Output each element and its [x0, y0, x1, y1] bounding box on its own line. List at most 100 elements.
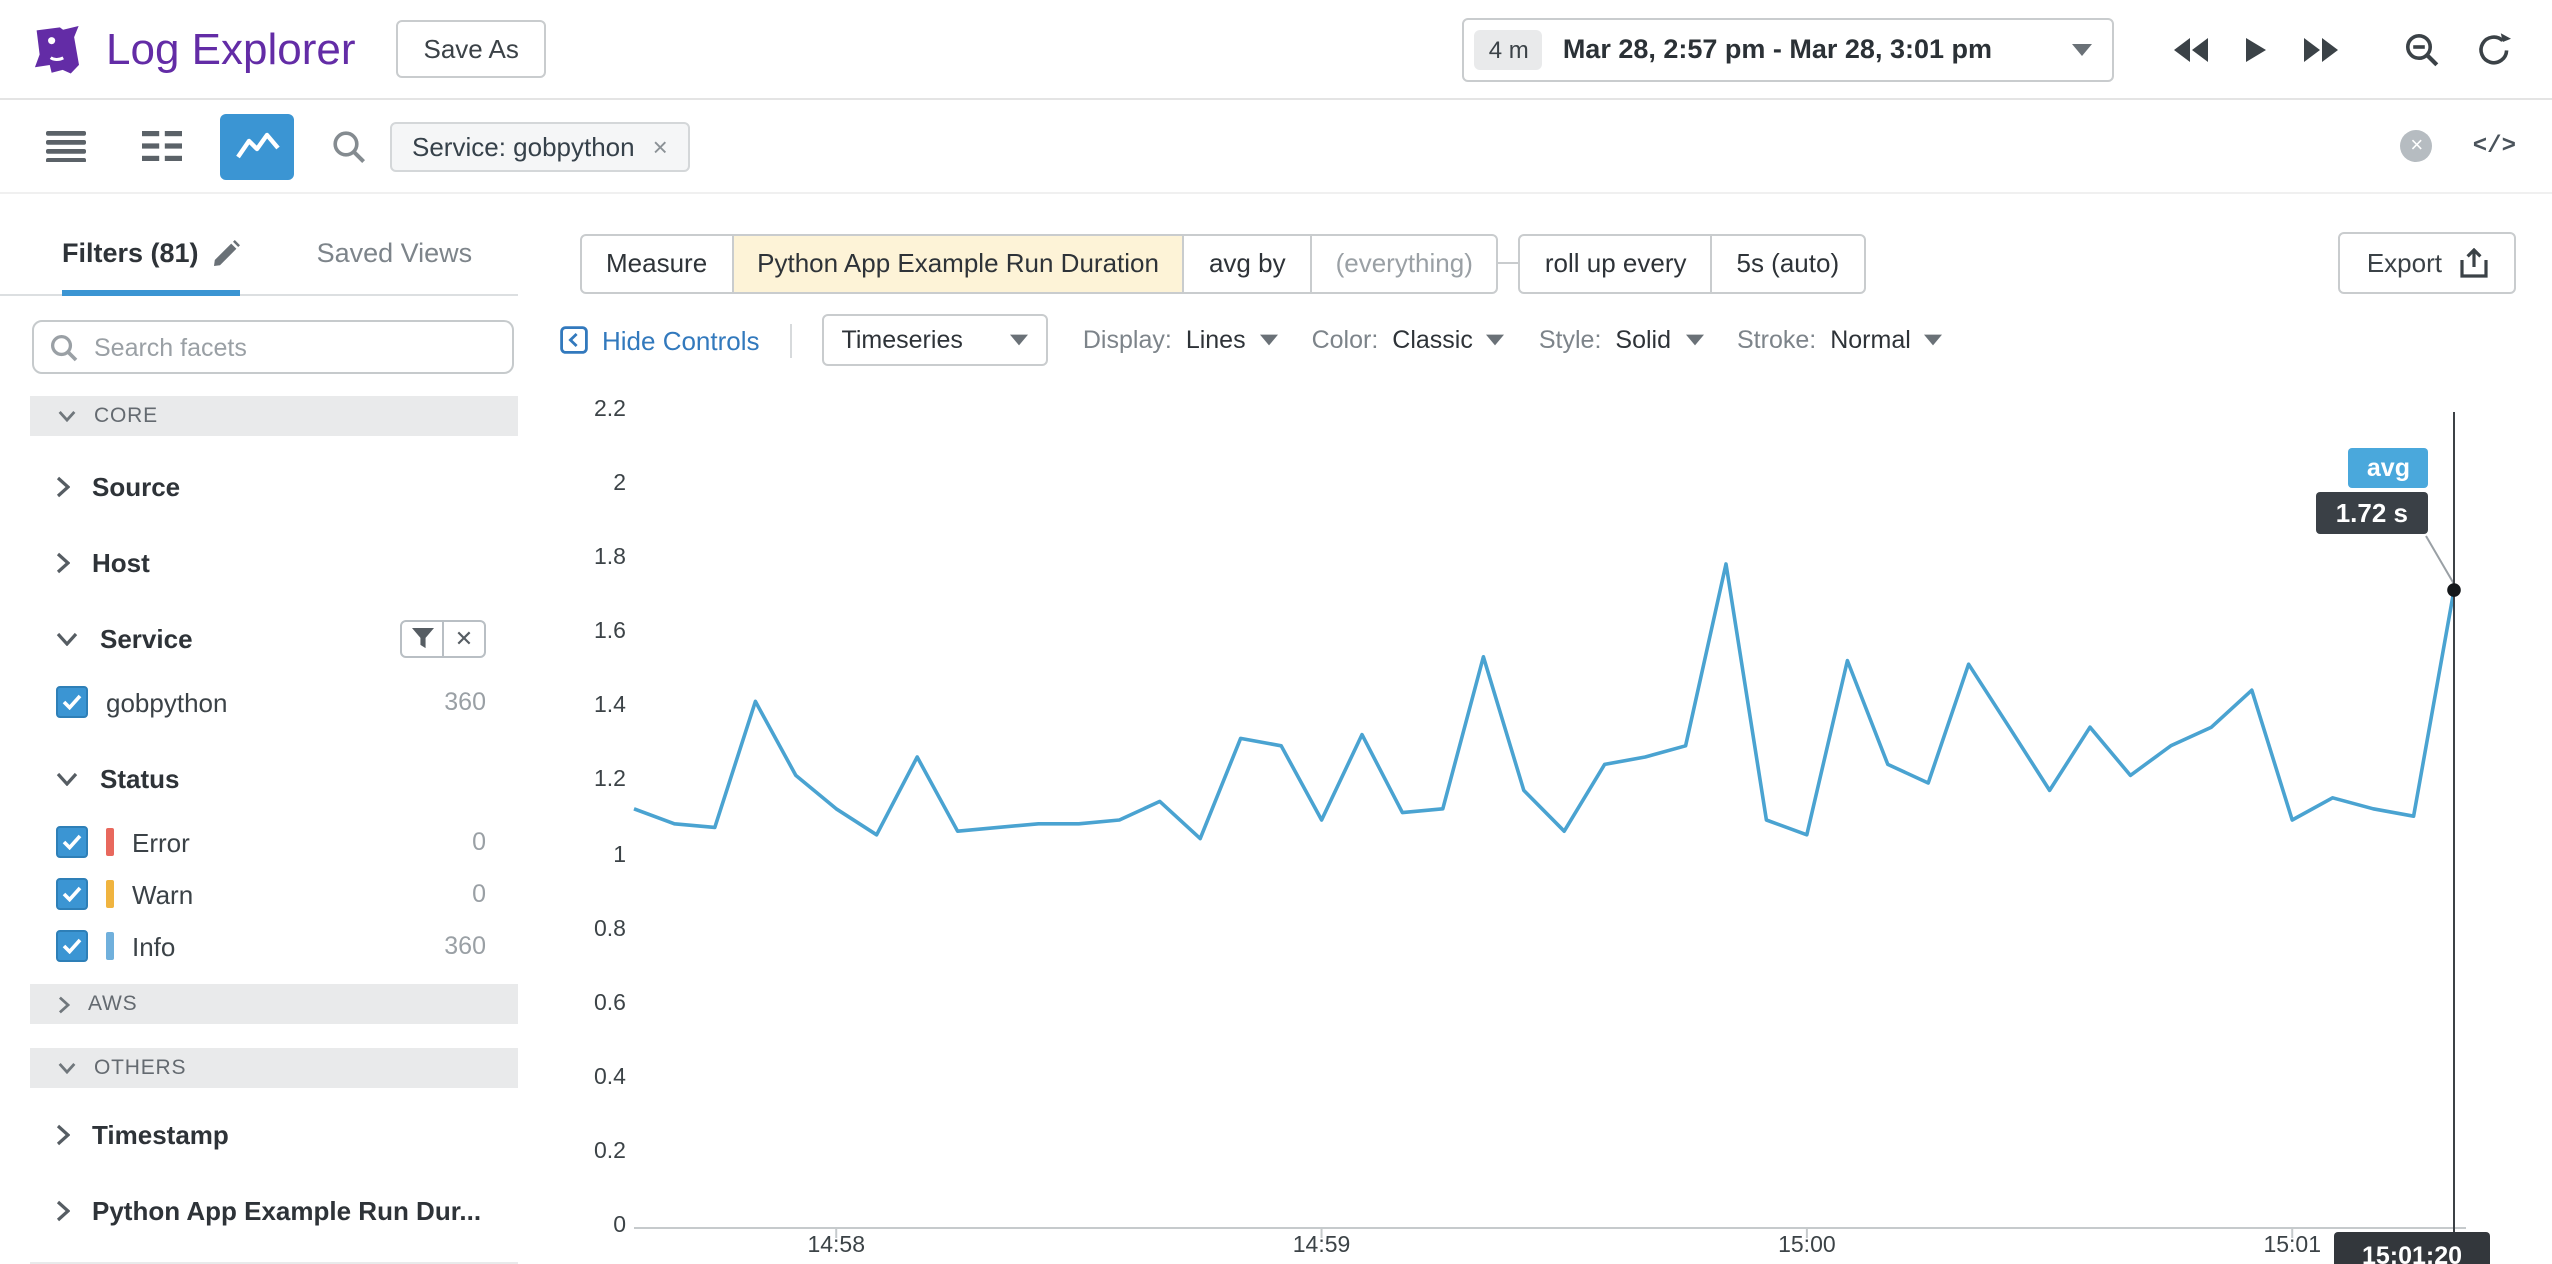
pill-connector: [1498, 262, 1519, 264]
check-icon: [62, 834, 82, 850]
display-select[interactable]: Lines: [1186, 326, 1278, 354]
code-view-button[interactable]: </>: [2469, 128, 2520, 164]
skip-back-button[interactable]: [2168, 31, 2214, 67]
rollup-value[interactable]: 5s (auto): [1710, 233, 1866, 293]
facet-value-info[interactable]: Info 360: [0, 920, 518, 972]
zoom-out-button[interactable]: [2400, 27, 2444, 71]
checkbox-checked[interactable]: [56, 686, 88, 718]
tab-filters[interactable]: Filters (81): [62, 238, 241, 296]
checkbox-checked[interactable]: [56, 878, 88, 910]
hide-controls-button[interactable]: Hide Controls: [560, 325, 760, 355]
check-icon: [62, 886, 82, 902]
aggregation-selector[interactable]: avg by: [1182, 233, 1312, 293]
patterns-view-icon: [141, 131, 181, 161]
skip-forward-button[interactable]: [2298, 31, 2344, 67]
query-builder: Measure Python App Example Run Duration …: [580, 232, 2516, 294]
list-view-icon: [45, 131, 85, 162]
service-facet-actions: ✕: [400, 619, 486, 657]
header: Log Explorer Save As 4 m Mar 28, 2:57 pm…: [0, 0, 2552, 100]
check-icon: [62, 938, 82, 954]
facet-value-count: 360: [444, 932, 486, 960]
play-button[interactable]: [2240, 31, 2272, 67]
section-aws[interactable]: AWS: [30, 984, 518, 1024]
group-by-selector[interactable]: (everything): [1309, 233, 1499, 293]
service-filter-button[interactable]: [400, 619, 444, 657]
time-range-picker[interactable]: 4 m Mar 28, 2:57 pm - Mar 28, 3:01 pm: [1462, 17, 2114, 81]
x-axis-label: 15:01: [2263, 1234, 2321, 1258]
chevron-down-icon: [2072, 43, 2092, 55]
section-partial[interactable]: [30, 1262, 518, 1264]
facet-source[interactable]: Source: [0, 448, 518, 524]
section-others[interactable]: OTHERS: [30, 1048, 518, 1088]
export-label: Export: [2366, 248, 2442, 278]
search-facets-input[interactable]: [32, 320, 514, 374]
datadog-logo-icon: [28, 19, 88, 79]
refresh-button[interactable]: [2472, 27, 2516, 71]
section-core[interactable]: CORE: [30, 396, 518, 436]
style-value: Solid: [1615, 326, 1671, 354]
facet-value-label: Error: [132, 827, 190, 857]
save-as-button[interactable]: Save As: [395, 20, 547, 78]
facet-timestamp-label: Timestamp: [92, 1119, 229, 1149]
chevron-right-icon: [56, 1199, 70, 1221]
section-others-label: OTHERS: [94, 1056, 187, 1080]
graph-controls: Hide Controls Timeseries Display: Lines …: [560, 314, 2552, 366]
section-aws-label: AWS: [88, 992, 138, 1016]
funnel-icon: [411, 627, 433, 648]
facet-service[interactable]: Service ✕: [0, 600, 518, 676]
x-axis-label: 14:59: [1292, 1234, 1351, 1258]
chevron-down-icon: [1486, 334, 1505, 346]
x-axis-label: 15:00: [1778, 1234, 1836, 1258]
stroke-select[interactable]: Normal: [1830, 326, 1943, 354]
style-select[interactable]: Solid: [1615, 326, 1703, 354]
sidebar-tabs: Filters (81) Saved Views: [0, 194, 518, 296]
facet-value-label: gobpython: [106, 687, 228, 717]
facet-value-error[interactable]: Error 0: [0, 816, 518, 868]
checkbox-checked[interactable]: [56, 826, 88, 858]
y-axis-label: 0: [613, 1214, 626, 1238]
facet-value-warn[interactable]: Warn 0: [0, 868, 518, 920]
measure-value[interactable]: Python App Example Run Duration: [731, 233, 1185, 293]
chip-remove-icon[interactable]: ×: [652, 131, 668, 161]
chevron-down-icon: [58, 1062, 76, 1074]
status-info-color-bar: [106, 932, 114, 960]
time-duration-badge: 4 m: [1474, 29, 1543, 69]
facet-status[interactable]: Status: [0, 740, 518, 816]
zoom-refresh-group: [2372, 27, 2516, 71]
graph-type-select[interactable]: Timeseries: [821, 314, 1049, 366]
tab-saved-views[interactable]: Saved Views: [317, 238, 473, 296]
facet-value-label: Warn: [132, 879, 194, 909]
filter-chip-service[interactable]: Service: gobpython ×: [390, 121, 690, 171]
measure-selector[interactable]: Measure: [580, 233, 734, 293]
clear-search-button[interactable]: ×: [2400, 130, 2433, 162]
search-toolbar: Service: gobpython × × </>: [0, 100, 2552, 194]
timeseries-view-button[interactable]: [220, 113, 294, 179]
export-button[interactable]: Export: [2338, 232, 2516, 294]
chart-plot[interactable]: [633, 412, 2484, 1264]
facet-host[interactable]: Host: [0, 524, 518, 600]
edit-pencil-icon[interactable]: [214, 240, 241, 266]
search-bar[interactable]: Service: gobpython × ×: [332, 121, 2433, 171]
y-axis-label: 1: [613, 843, 626, 868]
collapse-panel-icon: [560, 326, 588, 354]
timeseries-chart[interactable]: 0 0.2 0.4 0.6 0.8 1 1.2 1.4 1.6 1.8 2 2.2 14:58 14:5…: [518, 398, 2552, 1264]
patterns-view-button[interactable]: [124, 113, 198, 179]
y-axis-label: 2.2: [594, 398, 626, 422]
chevron-right-icon: [56, 551, 70, 573]
facet-timestamp[interactable]: Timestamp: [0, 1096, 518, 1172]
color-select[interactable]: Classic: [1392, 326, 1505, 354]
chevron-down-icon: [1010, 334, 1029, 346]
facet-value-label: Info: [132, 931, 176, 961]
list-view-button[interactable]: [28, 113, 102, 179]
facet-value-gobpython[interactable]: gobpython 360: [0, 676, 518, 728]
chevron-down-icon: [56, 771, 78, 785]
y-axis-label: 1.4: [594, 694, 626, 719]
chevron-down-icon: [58, 410, 76, 422]
tab-filters-label: Filters (81): [62, 238, 199, 268]
checkbox-checked[interactable]: [56, 930, 88, 962]
display-value: Lines: [1185, 326, 1246, 354]
service-clear-button[interactable]: ✕: [442, 619, 486, 657]
facet-run-duration[interactable]: Python App Example Run Dur...: [0, 1172, 518, 1248]
facet-value-count: 360: [444, 688, 486, 716]
content: Filters (81) Saved Views CORE: [0, 194, 2552, 1264]
